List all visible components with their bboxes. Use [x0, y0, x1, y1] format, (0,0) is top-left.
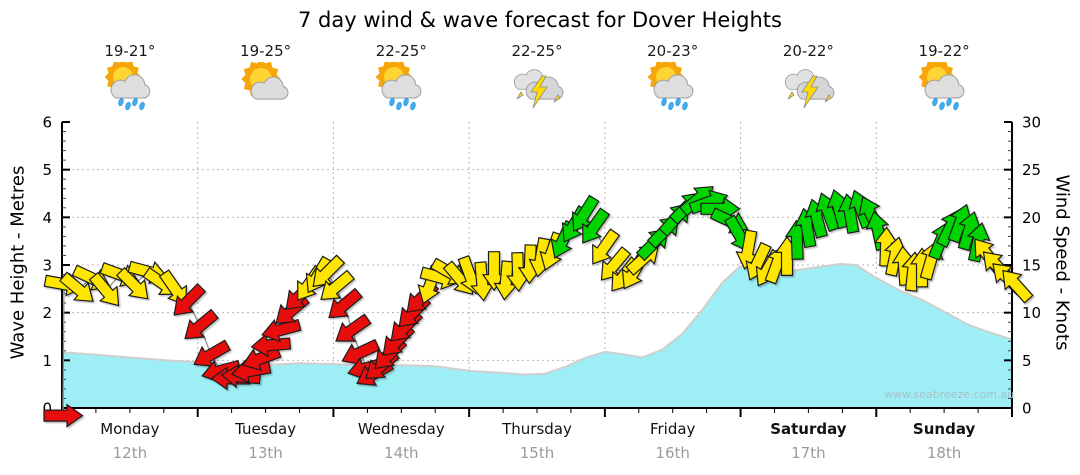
- lightning-icon: [825, 94, 832, 103]
- axis-tick-label: 3: [42, 257, 52, 275]
- wind-arrow: [582, 207, 611, 244]
- temperature-range: 20-23°: [647, 42, 699, 60]
- day-label: Wednesday: [357, 420, 445, 438]
- raindrop-icon: [946, 97, 952, 107]
- lightning-icon: [530, 75, 548, 109]
- axis-tick-label: 0: [42, 400, 52, 418]
- lightning-icon: [788, 91, 795, 100]
- axis-tick-label: 6: [42, 114, 52, 132]
- chart-title: 7 day wind & wave forecast for Dover Hei…: [298, 8, 782, 32]
- raindrop-icon: [410, 101, 417, 111]
- wind-arrow: [700, 196, 741, 221]
- raindrop-icon: [125, 101, 131, 111]
- wind-arrow: [250, 333, 292, 358]
- axis-tick-label: 30: [1022, 114, 1041, 132]
- axis-tick-label: 2: [42, 304, 52, 322]
- wind-arrow: [312, 254, 346, 288]
- wind-arrow: [173, 283, 207, 316]
- wind-arrow: [320, 269, 355, 301]
- wind-arrow: [957, 210, 982, 252]
- day-label: Saturday: [770, 420, 847, 438]
- wind-arrow: [115, 266, 149, 300]
- wind-arrow: [1002, 269, 1034, 304]
- wind-arrow: [600, 246, 632, 281]
- wave-axis-label: Wave Height - Metres: [7, 165, 29, 360]
- wind-arrow: [592, 228, 621, 265]
- weather-icon-storm: [506, 62, 568, 112]
- wind-arrow: [470, 261, 495, 302]
- cloud-icon: [250, 76, 289, 100]
- raindrop-icon: [403, 97, 410, 107]
- wave-edge: [61, 262, 1013, 376]
- axis-tick-label: 0: [1022, 400, 1032, 418]
- wind-arrow: [193, 339, 232, 367]
- day-label: Friday: [649, 420, 696, 438]
- temperature-range: 19-22°: [918, 42, 970, 60]
- temperature-range: 20-22°: [782, 42, 834, 60]
- lightning-icon: [801, 75, 820, 109]
- cloud-icon: [110, 74, 151, 99]
- weather-icon-sun-cloud-rain: [642, 62, 704, 112]
- raindrop-icon: [118, 97, 124, 107]
- wind-arrow: [88, 271, 120, 307]
- lightning-icon: [553, 94, 561, 103]
- day-label: Tuesday: [235, 420, 297, 438]
- axis-tick-label: 5: [42, 161, 52, 179]
- axis-tick-label: 4: [42, 209, 52, 227]
- wind-axis-label: Wind Speed - Knots: [1051, 174, 1073, 351]
- weather-icon-sun-cloud-rain: [370, 62, 432, 112]
- cloud-icon: [381, 74, 422, 99]
- axis-tick-label: 15: [1022, 257, 1041, 275]
- wind-arrow: [184, 308, 219, 340]
- raindrop-icon: [396, 101, 403, 111]
- axis-tick-label: 25: [1022, 161, 1041, 179]
- wind-arrow: [328, 287, 363, 319]
- raindrop-icon: [667, 101, 674, 111]
- raindrop-icon: [939, 101, 945, 111]
- watermark: www.seabreeze.com.au: [884, 388, 1015, 401]
- lightning-icon: [516, 91, 524, 100]
- axis-tick-label: 5: [1022, 352, 1032, 370]
- cloud-icon: [653, 74, 693, 99]
- date-label: 14th: [384, 444, 419, 462]
- raindrop-icon: [389, 97, 396, 107]
- wind-arrow: [493, 260, 518, 301]
- date-label: 18th: [926, 444, 962, 462]
- date-label: 12th: [112, 444, 148, 462]
- wind-arrow: [571, 194, 600, 232]
- day-label: Sunday: [912, 420, 976, 438]
- date-label: 13th: [248, 444, 283, 462]
- cloud-icon: [924, 74, 965, 99]
- weather-icon-sun-cloud-rain: [99, 62, 161, 112]
- raindrop-icon: [139, 101, 145, 111]
- weather-icon-sun-cloud: [235, 62, 297, 112]
- wave-area: [62, 264, 1012, 408]
- wind-arrow: [43, 403, 84, 428]
- day-label: Monday: [100, 420, 160, 438]
- raindrop-icon: [674, 97, 681, 107]
- weather-icon-storm: [777, 62, 839, 112]
- axis-tick-label: 1: [42, 352, 52, 370]
- wind-arrow: [335, 313, 372, 342]
- date-label: 17th: [791, 444, 826, 462]
- raindrop-icon: [660, 97, 667, 107]
- date-label: 15th: [519, 444, 555, 462]
- axis-tick-label: 20: [1022, 209, 1041, 227]
- raindrop-icon: [681, 101, 688, 111]
- wind-arrow: [59, 271, 94, 303]
- day-label: Thursday: [502, 420, 572, 438]
- temperature-range: 22-25°: [511, 42, 563, 60]
- axis-tick-label: 10: [1022, 304, 1041, 322]
- temperature-range: 22-25°: [375, 42, 427, 60]
- date-label: 16th: [655, 444, 690, 462]
- raindrop-icon: [132, 97, 138, 107]
- raindrop-icon: [932, 97, 938, 107]
- temperature-range: 19-21°: [104, 42, 156, 60]
- weather-icon-sun-cloud-rain: [913, 62, 975, 112]
- temperature-range: 19-25°: [240, 42, 292, 60]
- raindrop-icon: [953, 101, 959, 111]
